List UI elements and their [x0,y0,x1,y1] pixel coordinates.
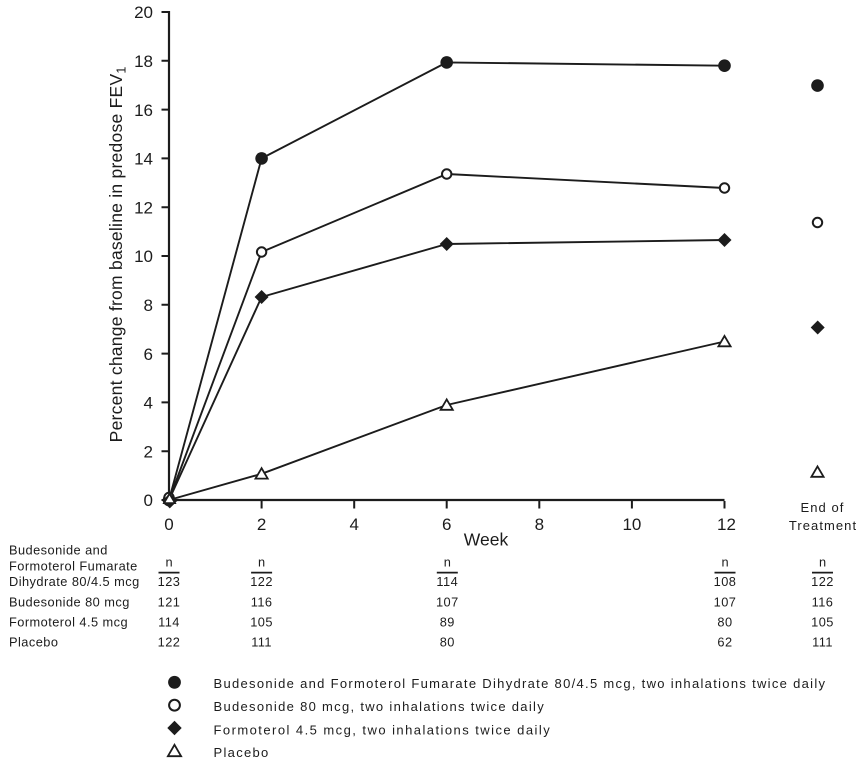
svg-text:Placebo: Placebo [214,745,270,760]
svg-text:0: 0 [164,515,173,534]
svg-text:80: 80 [717,614,732,629]
svg-text:62: 62 [717,634,732,649]
svg-text:107: 107 [714,594,737,609]
svg-text:n: n [258,555,265,570]
svg-text:Placebo: Placebo [9,634,58,649]
svg-text:111: 111 [251,634,272,649]
svg-text:End of: End of [801,500,845,515]
svg-text:Formoterol 4.5 mcg, two inhala: Formoterol 4.5 mcg, two inhalations twic… [214,723,552,738]
svg-text:18: 18 [134,52,153,71]
svg-text:Treatment: Treatment [789,518,857,533]
svg-text:n: n [165,555,172,570]
svg-text:108: 108 [714,574,737,589]
svg-text:Budesonide 80 mcg, two inhalat: Budesonide 80 mcg, two inhalations twice… [214,699,546,714]
svg-text:105: 105 [250,614,273,629]
svg-text:n: n [444,555,451,570]
svg-text:89: 89 [440,614,455,629]
svg-text:2: 2 [144,442,153,461]
svg-text:114: 114 [436,574,458,589]
svg-text:Budesonide and Formoterol Fuma: Budesonide and Formoterol Fumarate Dihyd… [214,676,827,691]
svg-text:122: 122 [811,574,834,589]
svg-text:8: 8 [535,515,544,534]
svg-text:4: 4 [144,394,153,413]
svg-text:111: 111 [812,634,833,649]
svg-text:14: 14 [134,150,153,169]
svg-text:12: 12 [717,515,736,534]
svg-text:6: 6 [442,515,451,534]
svg-text:114: 114 [158,614,180,629]
svg-text:122: 122 [250,574,273,589]
svg-text:122: 122 [158,634,181,649]
svg-text:107: 107 [436,594,459,609]
svg-text:12: 12 [134,198,153,217]
svg-text:116: 116 [251,594,273,609]
svg-text:Percent change from baseline i: Percent change from baseline in predose … [106,67,129,443]
svg-text:16: 16 [134,101,153,120]
svg-text:Budesonide and: Budesonide and [9,542,108,557]
svg-text:6: 6 [144,345,153,364]
svg-text:Dihydrate 80/4.5 mcg: Dihydrate 80/4.5 mcg [9,574,140,589]
svg-text:10: 10 [622,515,641,534]
svg-text:10: 10 [134,247,153,266]
svg-text:Formoterol 4.5 mcg: Formoterol 4.5 mcg [9,614,128,629]
svg-text:20: 20 [134,3,153,22]
svg-text:n: n [819,555,826,570]
svg-text:4: 4 [349,515,358,534]
svg-text:116: 116 [812,594,834,609]
svg-text:Budesonide 80 mcg: Budesonide 80 mcg [9,594,130,609]
svg-text:80: 80 [440,634,455,649]
svg-text:105: 105 [811,614,834,629]
svg-text:8: 8 [144,296,153,315]
svg-text:n: n [721,555,728,570]
svg-text:121: 121 [158,594,181,609]
svg-text:Formoterol Fumarate: Formoterol Fumarate [9,558,138,573]
svg-text:2: 2 [257,515,266,534]
svg-text:123: 123 [158,574,181,589]
svg-text:0: 0 [144,491,153,510]
svg-text:Week: Week [464,530,509,550]
